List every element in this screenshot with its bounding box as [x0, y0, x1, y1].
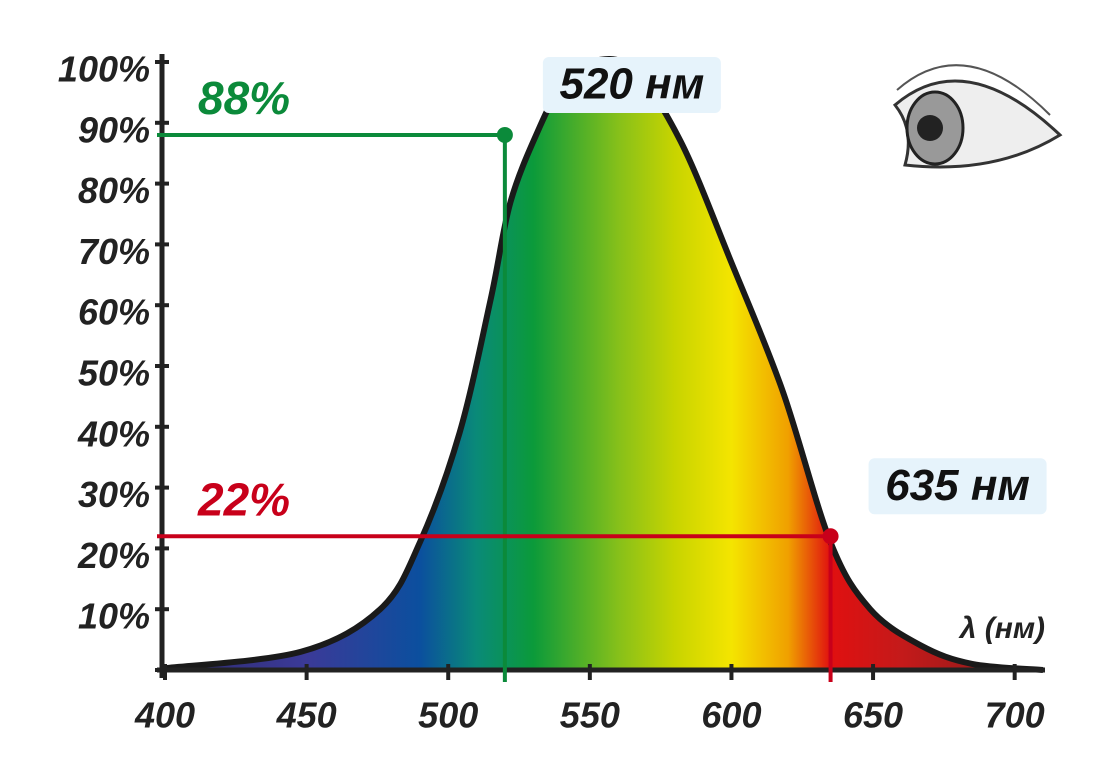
y-tick-label: 40%: [77, 413, 150, 454]
y-tick-label: 70%: [78, 231, 150, 272]
eye-icon: [892, 64, 1063, 169]
annotation-x-label: 635 нм: [885, 461, 1030, 510]
x-tick-label: 400: [134, 695, 195, 736]
area-fill: [165, 58, 1043, 670]
x-tick-label: 450: [276, 695, 337, 736]
y-tick-label: 60%: [78, 292, 150, 333]
marker: [822, 528, 839, 545]
y-tick-label: 50%: [78, 353, 150, 394]
marker: [496, 126, 513, 143]
x-tick-label: 650: [843, 695, 903, 736]
x-axis-label: λ (нм): [958, 612, 1045, 645]
annotation-x-label: 520 нм: [559, 60, 704, 109]
x-tick-label: 550: [560, 695, 620, 736]
annotation-box: [868, 458, 1047, 515]
y-tick-label: 10%: [78, 596, 150, 637]
y-tick-label: 20%: [77, 535, 150, 576]
x-tick-label: 700: [985, 695, 1045, 736]
annotation-value: 88%: [198, 72, 290, 124]
y-tick-label: 90%: [78, 109, 150, 150]
annotation-box: [542, 56, 721, 113]
y-tick-label: 30%: [78, 474, 150, 515]
y-tick-label: 80%: [78, 170, 150, 211]
x-tick-label: 500: [418, 695, 478, 736]
annotation-value: 22%: [197, 473, 290, 525]
x-tick-label: 600: [701, 695, 761, 736]
y-tick-label: 100%: [58, 49, 150, 90]
